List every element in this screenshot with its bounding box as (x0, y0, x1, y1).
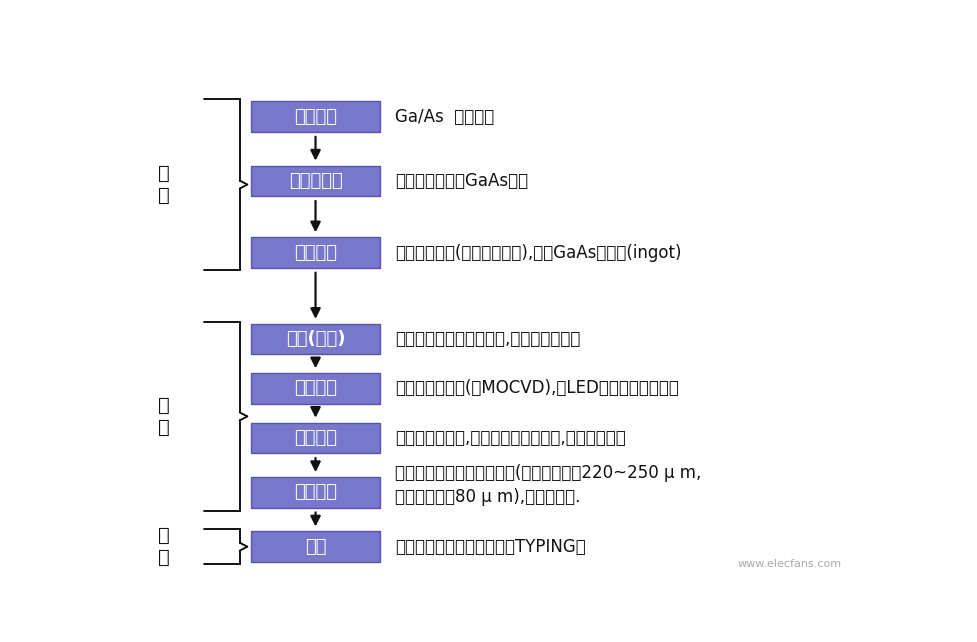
Text: 磊晶生长: 磊晶生长 (294, 379, 337, 397)
Text: 多晶半导体: 多晶半导体 (288, 172, 342, 190)
Text: 以各种长晶法(如柴氏长晶法),成长GaAs单晶棒(ingot): 以各种长晶法(如柴氏长晶法),成长GaAs单晶棒(ingot) (395, 243, 681, 261)
FancyBboxPatch shape (251, 422, 379, 453)
Text: 中
游: 中 游 (158, 396, 170, 437)
Text: Ga/As  原料合成: Ga/As 原料合成 (395, 108, 493, 126)
FancyBboxPatch shape (251, 373, 379, 404)
Text: 将单晶棒锯切成片状晶圆,并加以抛光处理: 将单晶棒锯切成片状晶圆,并加以抛光处理 (395, 330, 580, 348)
Text: 以各种磊晶技术(如MOCVD),将LED结构成长在晶圆上: 以各种磊晶技术(如MOCVD),将LED结构成长在晶圆上 (395, 379, 678, 397)
FancyBboxPatch shape (251, 477, 379, 508)
Text: 晶圆(基板): 晶圆(基板) (285, 330, 345, 348)
Text: 晶粒制作: 晶粒制作 (294, 483, 337, 501)
Text: 固晶、焊线、封胶、分光、TYPING等: 固晶、焊线、封胶、分光、TYPING等 (395, 537, 585, 556)
Text: 下
游: 下 游 (158, 526, 170, 567)
FancyBboxPatch shape (251, 237, 379, 268)
FancyBboxPatch shape (251, 101, 379, 132)
FancyBboxPatch shape (251, 324, 379, 354)
Text: 将磊晶晶圆减薄到期望厚度(一般基板减至220~250 μ m,
蓝宝石基板为80 μ m),并切成晶粒.: 将磊晶晶圆减薄到期望厚度(一般基板减至220~250 μ m, 蓝宝石基板为80… (395, 464, 701, 506)
Text: 晶片制作: 晶片制作 (294, 429, 337, 447)
Text: 原料开始: 原料开始 (294, 108, 337, 126)
Text: 利用金属化制程,蚀刻制程和微影制程,制作电极图案: 利用金属化制程,蚀刻制程和微影制程,制作电极图案 (395, 429, 625, 447)
Text: 封装: 封装 (305, 537, 326, 556)
Text: 单晶成长: 单晶成长 (294, 243, 337, 261)
FancyBboxPatch shape (251, 532, 379, 562)
FancyBboxPatch shape (251, 166, 379, 196)
Text: www.elecfans.com: www.elecfans.com (737, 559, 840, 569)
Text: 上
游: 上 游 (158, 164, 170, 205)
Text: 蒸馏还原，形成GaAs多晶: 蒸馏还原，形成GaAs多晶 (395, 172, 528, 190)
